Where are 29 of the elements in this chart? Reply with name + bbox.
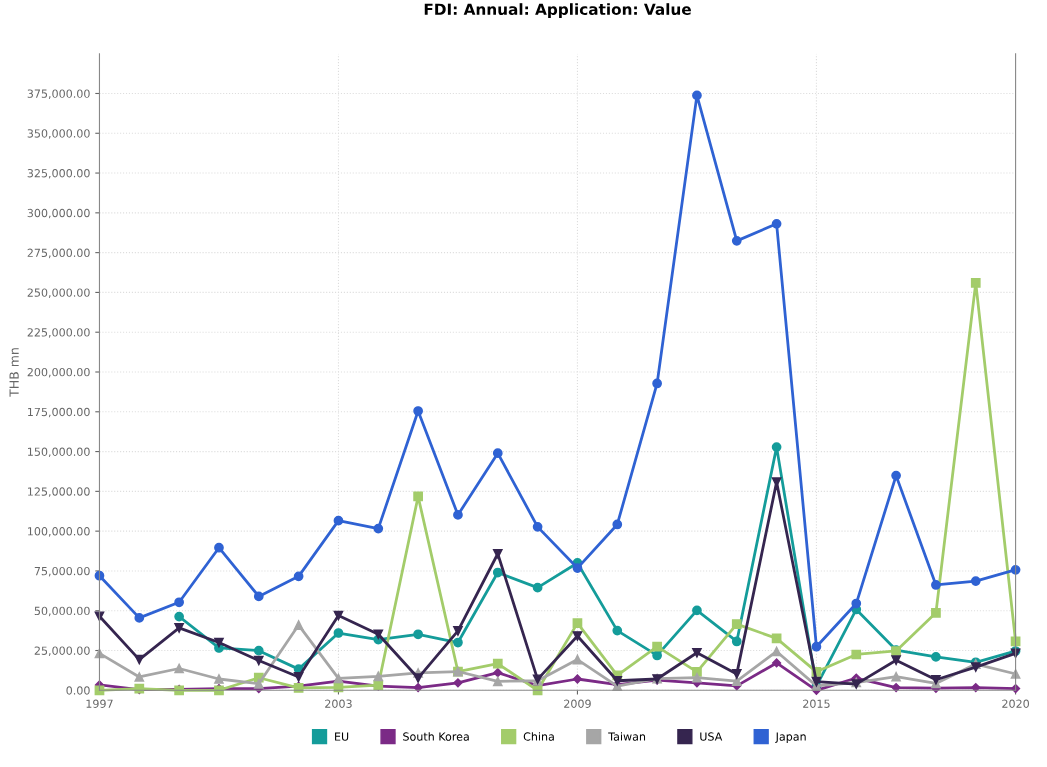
y-tick-label: 225,000.00 <box>27 328 90 338</box>
y-tick-label: 325,000.00 <box>27 169 90 179</box>
x-tick-label: 1997 <box>86 699 113 708</box>
y-tick-label: 75,000.00 <box>34 566 90 577</box>
x-tick-label: 2003 <box>325 699 352 708</box>
y-tick-label: 150,000.00 <box>28 447 90 458</box>
y-tick-label: 375,000.00 <box>27 89 90 99</box>
legend-label: Taiwan <box>608 732 646 741</box>
y-tick-label: 200,000.00 <box>27 367 90 378</box>
legend-label: Japan <box>775 732 806 743</box>
y-axis-title: THB mn <box>9 348 19 397</box>
y-tick-label: 175,000.00 <box>28 407 90 418</box>
legend-label: South Korea <box>403 732 469 741</box>
y-tick-label: 300,000.00 <box>27 208 90 219</box>
y-tick-label: 50,000.00 <box>34 606 90 617</box>
legend-label: EU <box>335 732 349 741</box>
y-tick-label: 25,000.00 <box>34 646 90 657</box>
legend-label: China <box>523 732 554 741</box>
y-tick-label: 0.00 <box>66 686 90 695</box>
chart-title: FDI: Annual: Application: Value <box>424 3 691 18</box>
y-tick-label: 275,000.00 <box>27 248 90 259</box>
legend-label: USA <box>700 732 723 741</box>
x-tick-label: 2020 <box>1002 699 1029 708</box>
y-tick-label: 250,000.00 <box>27 288 90 298</box>
y-tick-label: 125,000.00 <box>28 487 90 497</box>
x-tick-label: 2009 <box>564 699 591 708</box>
y-tick-label: 350,000.00 <box>27 129 90 139</box>
y-tick-label: 100,000.00 <box>28 527 90 537</box>
x-tick-label: 2015 <box>803 699 830 708</box>
